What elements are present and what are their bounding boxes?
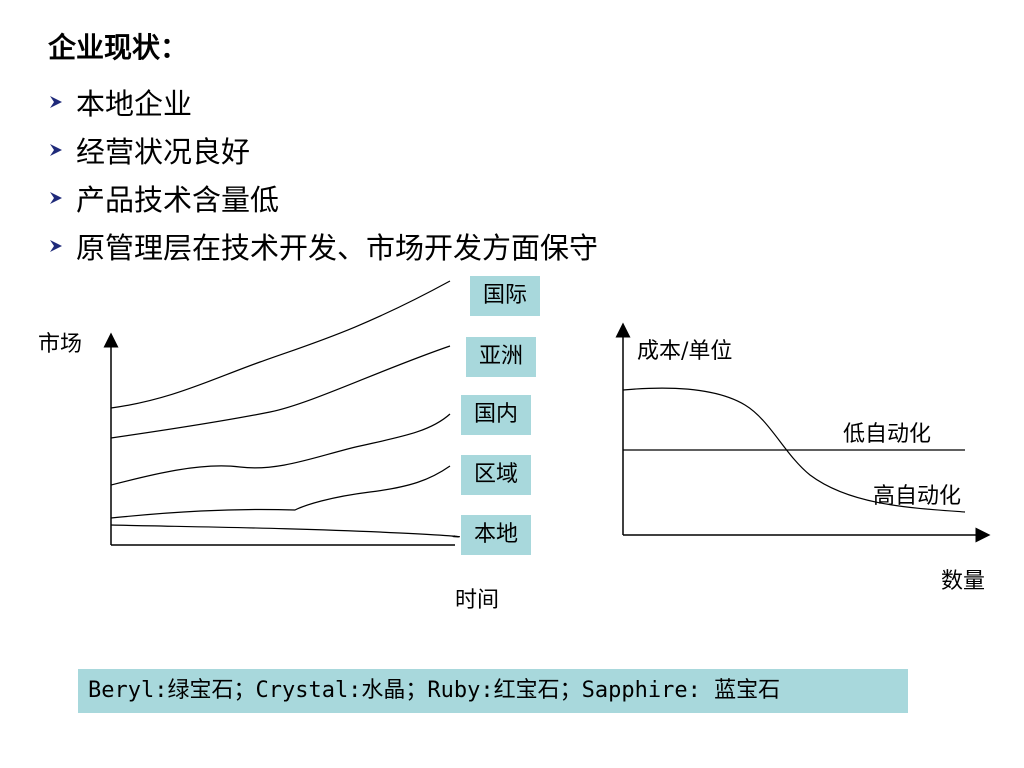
level-label-regional: 区域 <box>461 455 531 495</box>
bullet-list: 本地企业 经营状况良好 产品技术含量低 原管理层在技术开发、市场开发方面保守 <box>48 78 598 270</box>
left-x-axis-label: 时间 <box>455 588 500 613</box>
bullet-text: 经营状况良好 <box>76 135 251 169</box>
level-label-asia: 亚洲 <box>466 337 536 377</box>
bullet-item: 经营状况良好 <box>48 126 598 174</box>
arrow-bullet-icon <box>48 238 76 254</box>
left-y-axis-label: 市场 <box>38 332 83 357</box>
level-label-international: 国际 <box>470 276 540 316</box>
bullet-text: 产品技术含量低 <box>76 183 280 217</box>
bullet-text: 本地企业 <box>76 87 193 121</box>
arrow-bullet-icon <box>48 142 76 158</box>
right-x-axis-label: 数量 <box>941 569 986 594</box>
level-label-local: 本地 <box>461 515 531 555</box>
label-low-automation: 低自动化 <box>843 422 932 447</box>
right-y-axis-label: 成本/单位 <box>637 339 733 364</box>
arrow-bullet-icon <box>48 94 76 110</box>
bullet-text: 原管理层在技术开发、市场开发方面保守 <box>76 231 599 265</box>
bullet-item: 产品技术含量低 <box>48 174 598 222</box>
label-high-automation: 高自动化 <box>873 484 962 509</box>
curve-international <box>110 280 451 409</box>
curve-regional <box>110 465 451 519</box>
curve-high-automation <box>622 387 966 513</box>
arrow-bullet-icon <box>48 190 76 206</box>
level-label-domestic: 国内 <box>461 395 531 435</box>
curve-local <box>110 524 460 538</box>
curve-asia <box>110 345 451 439</box>
glossary-footer: Beryl:绿宝石；Crystal:水晶；Ruby:红宝石；Sapphire: … <box>78 669 908 713</box>
curve-domestic <box>110 413 451 486</box>
slide-title: 企业现状： <box>48 31 189 64</box>
bullet-item: 本地企业 <box>48 78 598 126</box>
bullet-item: 原管理层在技术开发、市场开发方面保守 <box>48 222 598 270</box>
